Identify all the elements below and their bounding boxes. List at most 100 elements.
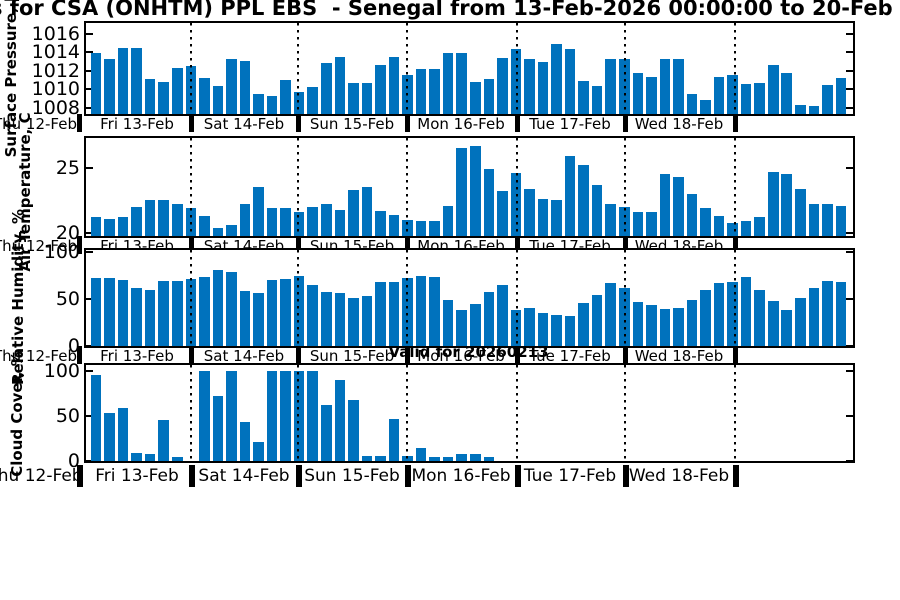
surface-pressure-bar (348, 82, 359, 114)
surface-pressure-bar (795, 104, 806, 114)
cloud-cover-bar (131, 452, 142, 461)
y-axis-tick-right (846, 106, 853, 109)
relative-humidity-bar (497, 284, 508, 346)
relative-humidity-bar (808, 287, 820, 346)
y-axis-tick (86, 370, 93, 373)
surface-pressure-bar (388, 56, 400, 114)
relative-humidity-bar (104, 278, 115, 346)
surface-pressure-bar (564, 49, 576, 114)
day-boundary-gridline (297, 365, 299, 461)
y-axis-title-cloud-cover: Cloud Cover, % (8, 351, 26, 477)
relative-humidity-bar (754, 289, 765, 346)
y-axis-tick-right (846, 460, 853, 461)
day-label: Thu 12-Feb (0, 237, 77, 255)
air-temperature-bar (456, 148, 467, 236)
air-temperature-bar (605, 204, 616, 236)
surface-pressure-bar (131, 48, 142, 114)
day-boundary-gridline (624, 138, 626, 236)
surface-pressure-bar (808, 105, 820, 114)
y-axis-tick (86, 69, 93, 72)
surface-pressure-bar (767, 65, 779, 114)
cloud-cover-bar (144, 453, 156, 461)
y-tick-label: 1012 (31, 59, 80, 82)
surface-pressure-bar (415, 68, 427, 114)
plot-area-relative-humidity (84, 248, 855, 348)
day-boundary-gridline (734, 138, 736, 236)
y-axis-tick-right (846, 88, 853, 91)
y-axis-tick-right (846, 415, 853, 418)
relative-humidity-bar (551, 314, 562, 346)
day-boundary-gridline (297, 250, 299, 346)
day-label: Mon 16-Feb (411, 466, 511, 486)
air-temperature-bar (700, 208, 711, 236)
day-label: Fri 13-Feb (100, 115, 174, 133)
relative-humidity-bar (578, 302, 589, 346)
air-temperature-bar (754, 217, 765, 236)
day-label: Thu 12-Feb (0, 466, 83, 486)
relative-humidity-bar (429, 277, 440, 346)
surface-pressure-bar (442, 53, 454, 114)
cloud-cover-bar (483, 457, 495, 461)
y-axis-tick-right (846, 250, 853, 253)
day-boundary-gridline (624, 365, 626, 461)
day-boundary-gridline (406, 250, 408, 346)
day-boundary-marker (622, 114, 628, 132)
surface-pressure-bar (199, 77, 210, 114)
air-temperature-bar (524, 188, 535, 236)
air-temperature-bar (144, 200, 156, 236)
day-boundary-marker (732, 465, 739, 487)
relative-humidity-bar (659, 309, 671, 346)
surface-pressure-bar (104, 58, 115, 114)
y-axis-tick (86, 166, 93, 169)
day-label: Wed 18-Feb (634, 115, 724, 133)
day-boundary-gridline (516, 23, 518, 114)
cloud-cover-bar (293, 371, 305, 461)
y-axis-tick (86, 232, 93, 234)
day-boundary-gridline (516, 138, 518, 236)
day-label: Sun 15-Feb (309, 115, 395, 133)
cloud-cover-bar (199, 371, 210, 461)
relative-humidity-bar (510, 310, 522, 346)
cloud-cover-bar (334, 380, 346, 461)
surface-pressure-bar (293, 91, 305, 114)
relative-humidity-bar (605, 282, 616, 346)
relative-humidity-bar (456, 310, 467, 346)
air-temperature-bar (510, 173, 522, 236)
air-temperature-bar (632, 212, 644, 236)
day-boundary-marker (732, 236, 738, 254)
surface-pressure-bar (673, 58, 684, 114)
cloud-cover-bar (253, 442, 264, 461)
air-temperature-bar (646, 212, 657, 236)
cloud-cover-bar (388, 418, 400, 461)
air-temperature-bar (361, 187, 373, 236)
y-axis-tick (86, 32, 93, 35)
day-label: Tue 17-Feb (523, 466, 617, 486)
air-temperature-bar (673, 177, 684, 236)
day-boundary-gridline (190, 138, 192, 236)
relative-humidity-bar (144, 289, 156, 346)
day-boundary-marker (188, 465, 195, 487)
day-boundary-gridline (624, 23, 626, 114)
air-temperature-bar (713, 216, 725, 236)
cloud-cover-bar (361, 455, 373, 461)
surface-pressure-bar (646, 77, 657, 114)
y-tick-label: 25 (55, 156, 80, 179)
day-label: Fri 13-Feb (100, 347, 174, 365)
air-temperature-bar (727, 222, 738, 236)
y-axis-tick-right (846, 166, 853, 169)
y-axis-tick-right (846, 232, 853, 234)
day-boundary-gridline (190, 250, 192, 346)
air-temperature-bar (564, 156, 576, 236)
y-axis-tick-right (846, 51, 853, 54)
surface-pressure-bar (713, 77, 725, 114)
relative-humidity-bar (822, 281, 833, 346)
relative-humidity-bar (226, 271, 237, 346)
surface-pressure-bar (171, 67, 183, 114)
air-temperature-bar (104, 218, 115, 236)
surface-pressure-bar (754, 82, 765, 114)
relative-humidity-bar (320, 292, 332, 346)
day-boundary-gridline (406, 365, 408, 461)
relative-humidity-bar (334, 293, 346, 346)
air-temperature-bar (171, 204, 183, 236)
day-boundary-marker (514, 346, 520, 364)
